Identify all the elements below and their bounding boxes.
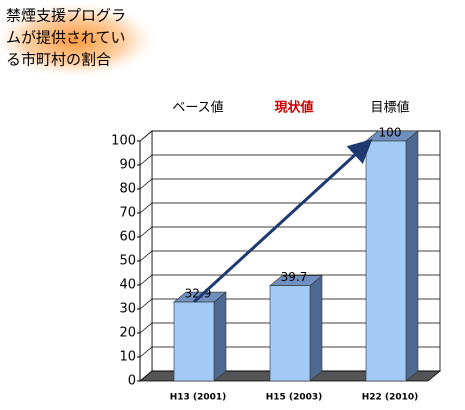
y-tick-label: 20 [119,326,136,341]
title-glow [0,0,160,80]
bar [269,285,311,382]
bar-side [309,275,323,382]
grid-line [139,154,440,166]
grid-line [139,250,440,262]
bar [173,301,215,382]
chart-title: 禁煙支援プログラ [6,7,126,25]
grid-line [139,274,440,286]
phase-label: 目標値 [370,100,409,116]
y-tick-label: 10 [119,350,136,365]
y-tick-label: 70 [119,206,136,221]
value-label: 32.9 [185,287,212,301]
y-tick-label: 50 [119,254,136,269]
bar-side [405,130,419,382]
grid-line [139,346,440,358]
y-tick-label: 90 [119,158,136,173]
y-tick-label: 100 [111,134,136,149]
x-tick-label: H15 (2003) [266,393,322,403]
x-tick-label: H13 (2001) [170,393,226,403]
chart-title: る市町村の割合 [6,51,111,69]
y-tick-label: 30 [119,302,136,317]
bar-side [213,291,227,382]
value-label: 39.7 [281,270,308,284]
grid-line [139,298,440,310]
phase-label: 現状値 [274,100,313,116]
grid-line [139,202,440,214]
y-tick-label: 60 [119,230,136,245]
y-tick-label: 0 [128,374,136,389]
grid-line [139,370,440,382]
chart-title: ムが提供されてい [6,29,126,47]
grid-line [139,226,440,238]
y-tick-label: 80 [119,182,136,197]
x-tick-label: H22 (2010) [362,393,418,403]
y-tick-label: 40 [119,278,136,293]
grid-line [139,322,440,334]
phase-label: ベース値 [172,100,223,116]
grid-line [139,178,440,190]
bar [365,140,407,382]
trend-arrow [192,138,373,304]
grid-line [139,130,440,142]
value-label: 100 [379,126,402,140]
